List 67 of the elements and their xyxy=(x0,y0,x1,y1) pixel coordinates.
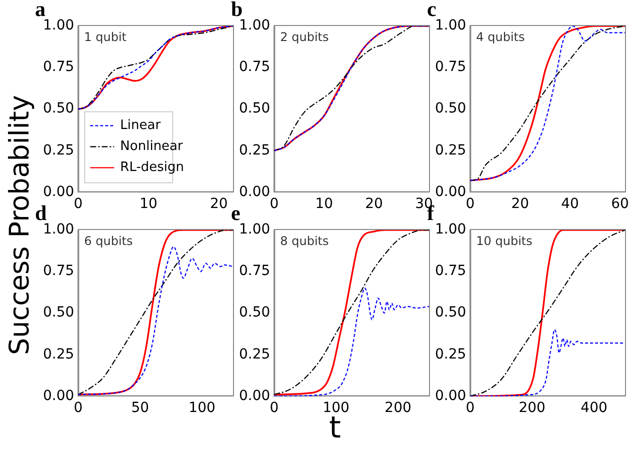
x-tick-label: 20 xyxy=(365,196,383,212)
y-tick-label: 0.00 xyxy=(435,388,466,404)
x-tick-label: 0 xyxy=(74,400,83,416)
y-tick-label: 1.00 xyxy=(435,18,466,34)
y-tick-label: 0.00 xyxy=(239,388,270,404)
annotation: 6 qubits xyxy=(84,234,133,248)
y-tick-label: 1.00 xyxy=(239,18,270,34)
y-tick-label: 0.50 xyxy=(435,100,466,117)
line-series xyxy=(274,26,429,152)
x-tick-label: 200 xyxy=(518,400,546,416)
x-tick-label: 10 xyxy=(315,196,334,212)
y-tick-label: 0.50 xyxy=(239,304,270,321)
y-tick-label: 0.75 xyxy=(435,59,466,76)
y-tick-label: 1.00 xyxy=(43,222,74,238)
y-tick-label: 1.00 xyxy=(43,18,74,34)
x-tick-label: 400 xyxy=(580,400,608,416)
y-axis-title: Success Probability xyxy=(4,95,36,355)
annotation: 4 qubits xyxy=(476,30,525,44)
y-tick-label: 1.00 xyxy=(239,222,270,238)
x-tick-label: 0 xyxy=(270,196,279,212)
x-tick-label: 0 xyxy=(270,400,279,416)
x-tick-label: 10 xyxy=(140,196,158,212)
line-series xyxy=(470,230,625,396)
line-series xyxy=(274,230,429,396)
y-tick-label: 0.75 xyxy=(239,59,270,76)
y-tick-label: 0.75 xyxy=(43,263,74,280)
x-tick-label: 20 xyxy=(210,196,228,212)
chart-title: e xyxy=(231,201,240,225)
chart-title: a xyxy=(35,0,46,21)
x-tick-label: 100 xyxy=(322,400,350,416)
x-tick-label: 0 xyxy=(466,196,475,212)
y-tick-label: 0.00 xyxy=(43,184,74,200)
annotation: 2 qubits xyxy=(280,30,329,44)
annotation: 1 qubit xyxy=(84,30,127,44)
x-tick-label: 100 xyxy=(188,400,216,416)
x-tick-label: 0 xyxy=(74,196,83,212)
legend-label: Nonlinear xyxy=(120,139,184,154)
y-tick-label: 0.25 xyxy=(43,142,74,158)
line-series xyxy=(78,26,233,110)
y-tick-label: 0.50 xyxy=(435,304,466,321)
legend-label: RL-design xyxy=(120,160,184,176)
y-tick-label: 0.75 xyxy=(239,263,270,280)
y-tick-label: 0.00 xyxy=(435,184,466,200)
x-tick-label: 0 xyxy=(466,400,475,416)
y-tick-label: 0.00 xyxy=(43,388,74,404)
chart-title: c xyxy=(427,0,436,21)
y-tick-label: 0.50 xyxy=(239,100,270,117)
line-series xyxy=(470,26,625,182)
y-tick-label: 0.25 xyxy=(435,346,466,362)
y-tick-label: 0.25 xyxy=(239,142,270,158)
y-tick-label: 0.25 xyxy=(239,346,270,362)
y-tick-label: 0.50 xyxy=(43,100,74,117)
x-tick-label: 40 xyxy=(561,196,579,212)
y-tick-label: 0.00 xyxy=(239,184,270,200)
y-tick-label: 0.50 xyxy=(43,304,74,321)
x-tick-label: 50 xyxy=(131,400,150,416)
annotation: 10 qubits xyxy=(476,234,532,248)
y-tick-label: 0.75 xyxy=(435,263,466,280)
annotation: 8 qubits xyxy=(280,234,329,248)
legend-label: Linear xyxy=(120,118,162,134)
y-tick-label: 0.75 xyxy=(43,59,74,76)
y-tick-label: 1.00 xyxy=(435,222,466,238)
x-tick-label: 20 xyxy=(511,196,530,212)
y-tick-label: 0.25 xyxy=(435,142,466,158)
x-tick-label: 200 xyxy=(384,400,412,416)
x-tick-label: 60 xyxy=(611,196,629,212)
y-tick-label: 0.25 xyxy=(43,346,74,362)
